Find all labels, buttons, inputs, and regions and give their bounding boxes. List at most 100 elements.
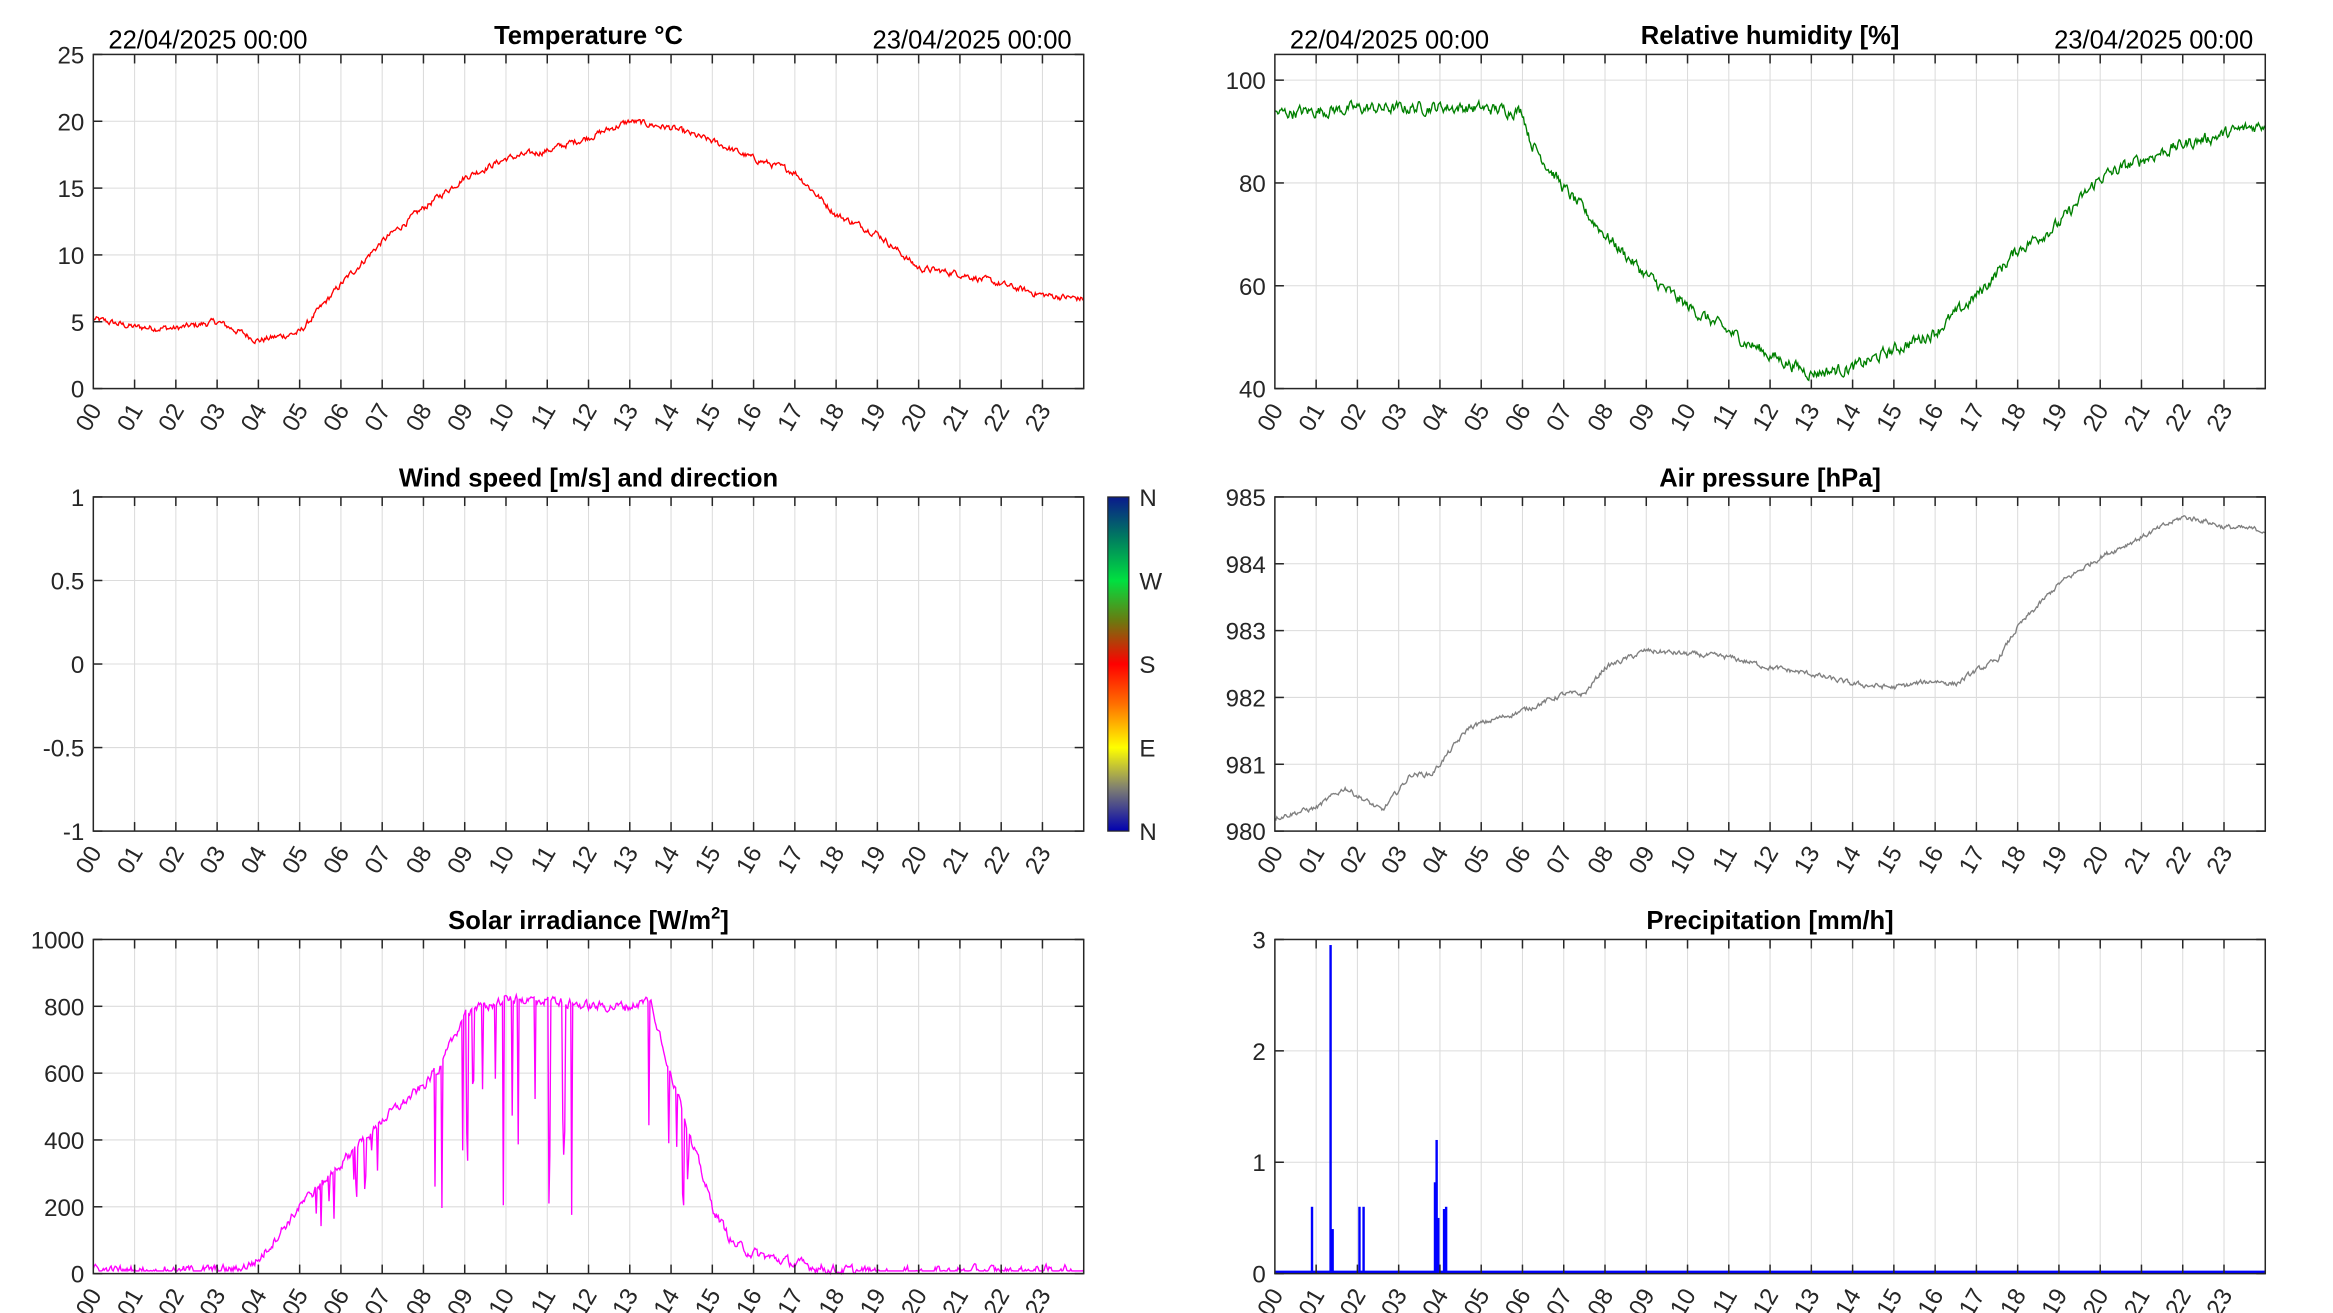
temperature-series-line [92,118,1084,345]
x-tick-label: 23 [2201,399,2238,436]
x-tick-label: 16 [1913,842,1950,879]
x-tick-label: 20 [896,1284,933,1313]
x-tick-label: 06 [1500,842,1537,879]
start-date-label: 22/04/2025 00:00 [108,26,307,54]
x-tick-label: 14 [1830,399,1867,436]
x-tick-label: 20 [896,399,933,436]
x-tick-label: 20 [896,842,933,879]
x-tick-label: 21 [937,842,974,879]
x-tick-label: 16 [1913,399,1950,436]
x-tick-label: 05 [277,399,314,436]
x-tick-label: 00 [71,399,108,436]
x-tick-label: 04 [1417,842,1454,879]
y-tick-label: 984 [1226,552,1266,579]
x-tick-label: 08 [1582,1284,1619,1313]
solar-title: Solar irradiance [W/m2] [448,903,729,935]
x-tick-label: 18 [814,399,851,436]
title-text: Solar irradiance [W/m [448,907,711,935]
x-tick-label: 11 [1707,1284,1743,1313]
x-tick-label: 11 [526,1284,562,1313]
x-tick-label: 21 [2119,1284,2156,1313]
x-tick-label: 04 [1417,1284,1454,1313]
end-date-label: 23/04/2025 00:00 [2054,26,2253,54]
x-tick-label: 13 [1789,399,1826,436]
y-tick-label: 982 [1226,685,1266,712]
y-tick-label: 983 [1226,619,1266,646]
x-tick-label: 08 [401,1284,438,1313]
pressure-series-line [1274,515,2266,822]
y-tick-label: 0 [71,377,84,404]
x-tick-label: 02 [1335,1284,1372,1313]
x-tick-label: 10 [483,842,520,879]
x-tick-label: 18 [1995,842,2032,879]
x-tick-label: 07 [1541,842,1578,879]
x-tick-label: 18 [1995,399,2032,436]
x-tick-label: 21 [937,399,974,436]
x-tick-label: 09 [442,399,479,436]
x-tick-label: 03 [1376,842,1413,879]
x-tick-label: 21 [2119,399,2156,436]
end-date-label: 23/04/2025 00:00 [873,26,1072,54]
y-tick-label: 1 [1252,1150,1265,1177]
x-tick-label: 16 [731,399,768,436]
colorbar-label: N [1139,485,1156,512]
x-tick-label: 14 [1830,1284,1867,1313]
wind-title: Wind speed [m/s] and direction [399,464,778,492]
x-tick-label: 13 [607,399,644,436]
x-tick-label: 23 [1020,399,1057,436]
y-tick-label: 15 [57,176,84,203]
y-tick-label: 2 [1252,1039,1265,1066]
x-tick-label: 06 [1500,399,1537,436]
y-tick-label: 60 [1239,274,1266,301]
y-tick-label: 10 [57,243,84,270]
x-tick-label: 04 [236,842,273,879]
precipitation-bar [1433,1182,1437,1274]
x-tick-label: 22 [2160,1284,2197,1313]
x-tick-label: 05 [277,1284,314,1313]
x-tick-label: 15 [690,399,727,436]
x-tick-label: 14 [648,1284,685,1313]
x-tick-label: 10 [1665,399,1702,436]
x-tick-label: 23 [2201,842,2238,879]
x-tick-label: 11 [1707,399,1743,434]
x-tick-label: 16 [1913,1284,1950,1313]
x-tick-label: 19 [855,842,892,879]
wind-direction-colorbar [1107,496,1130,832]
x-tick-label: 13 [1789,842,1826,879]
x-tick-label: 23 [1020,842,1057,879]
x-tick-label: 04 [236,399,273,436]
x-tick-label: 14 [1830,842,1867,879]
y-tick-label: 1000 [31,928,85,955]
x-tick-label: 02 [153,842,190,879]
x-tick-label: 17 [1954,1284,1991,1313]
x-tick-label: 01 [112,842,149,879]
x-tick-label: 06 [1500,1284,1537,1313]
precipitation-bar [1435,1139,1438,1274]
x-tick-label: 19 [2036,1284,2073,1313]
x-tick-label: 22 [979,842,1016,879]
x-tick-label: 06 [318,399,355,436]
x-tick-label: 18 [814,842,851,879]
x-tick-label: 18 [1995,1284,2032,1313]
x-tick-label: 17 [772,842,809,879]
x-tick-label: 15 [690,1284,727,1313]
x-tick-label: 20 [2078,399,2115,436]
pressure-chart: 980 981 982 983 984 985 00 01 02 03 04 05 06 07 08 09 10… [1226,464,2267,879]
x-tick-label: 21 [2119,842,2156,879]
y-tick-label: 600 [44,1061,84,1088]
x-tick-label: 23 [2201,1284,2238,1313]
x-tick-label: 06 [318,1284,355,1313]
x-tick-label: 11 [526,842,562,877]
y-tick-label: 100 [1226,68,1266,95]
x-tick-label: 14 [648,842,685,879]
precipitation-bar [1437,1217,1440,1274]
x-tick-label: 04 [236,1284,273,1313]
x-tick-label: 15 [1871,399,1908,436]
x-tick-label: 13 [607,1284,644,1313]
humidity-series-line [1274,98,2266,382]
y-tick-label: 1 [71,485,84,512]
x-tick-label: 19 [855,1284,892,1313]
x-tick-label: 09 [1624,399,1661,436]
x-tick-label: 00 [1252,399,1289,436]
